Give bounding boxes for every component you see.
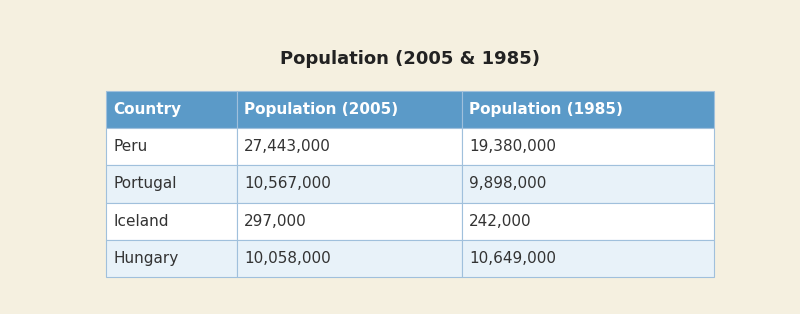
Text: 10,649,000: 10,649,000 [469,251,556,266]
Bar [462,165,714,203]
Bar [237,128,462,165]
Text: 242,000: 242,000 [469,214,532,229]
Bar [106,240,237,277]
Text: Hungary: Hungary [114,251,179,266]
Bar [106,203,237,240]
Text: Peru: Peru [114,139,148,154]
Text: 9,898,000: 9,898,000 [469,176,546,192]
Text: 27,443,000: 27,443,000 [244,139,331,154]
Bar [462,91,714,128]
Bar [462,203,714,240]
Text: Population (2005): Population (2005) [244,102,398,117]
Bar [106,165,237,203]
Text: 297,000: 297,000 [244,214,307,229]
Text: Population (1985): Population (1985) [469,102,623,117]
Text: Iceland: Iceland [114,214,169,229]
Text: Country: Country [114,102,182,117]
Bar [237,240,462,277]
Bar [237,203,462,240]
Bar [462,240,714,277]
Text: 19,380,000: 19,380,000 [469,139,556,154]
Bar [106,91,237,128]
Bar [106,128,237,165]
Bar [237,91,462,128]
Text: Portugal: Portugal [114,176,177,192]
Text: 10,058,000: 10,058,000 [244,251,331,266]
Bar [237,165,462,203]
Bar [462,128,714,165]
Text: Population (2005 & 1985): Population (2005 & 1985) [280,51,540,68]
Text: 10,567,000: 10,567,000 [244,176,331,192]
